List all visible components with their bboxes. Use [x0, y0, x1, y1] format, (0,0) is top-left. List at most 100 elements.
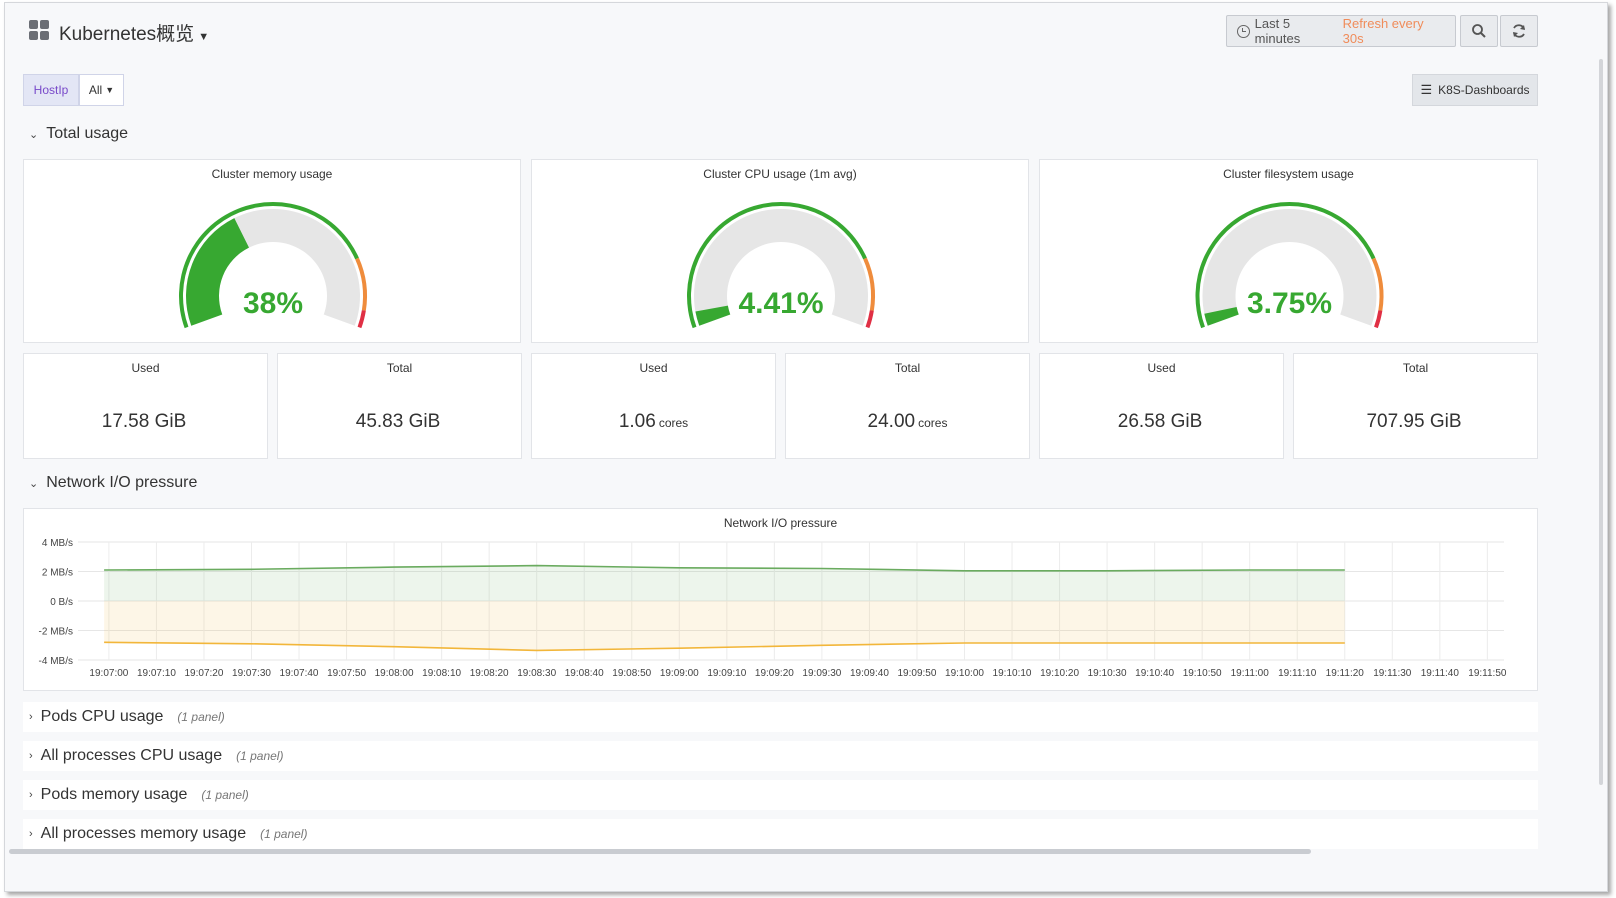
stat-value: 26.58 GiB	[1117, 411, 1203, 432]
x-tick-label: 19:10:50	[1183, 668, 1222, 679]
x-tick-label: 19:09:30	[802, 668, 841, 679]
panel-title: Total	[894, 361, 921, 375]
row-network-io[interactable]: ⌄ Network I/O pressure	[29, 474, 197, 492]
horizontal-scrollbar[interactable]	[9, 849, 1311, 854]
y-tick-label: -2 MB/s	[39, 627, 73, 638]
dashboard-links-button[interactable]: ☰ K8S-Dashboards	[1412, 74, 1538, 106]
network-io-chart-panel: Network I/O pressure 4 MB/s 2 MB/s 0 B/s -2…	[23, 508, 1538, 691]
x-tick-label: 19:10:40	[1135, 668, 1174, 679]
time-range-label: Last 5 minutes	[1254, 16, 1301, 46]
gauge-threshold-red	[357, 310, 366, 329]
stat-panel-cpu-used: Used 1.06 cores	[531, 353, 776, 459]
panel-title: Total	[386, 361, 413, 375]
gauge-value-arc	[1204, 306, 1239, 326]
y-tick-label: -4 MB/s	[39, 656, 73, 667]
y-tick-label: 4 MB/s	[42, 538, 73, 549]
gauge-track	[1202, 209, 1377, 326]
clock-icon	[1237, 24, 1250, 38]
gauge-value-text: 4.41%	[738, 287, 823, 320]
caret-down-icon: ▼	[105, 85, 115, 95]
y-tick-label: 2 MB/s	[42, 568, 73, 579]
row-all-processes-memory-usage[interactable]: › All processes memory usage (1 panel)	[23, 819, 1538, 849]
gauge-track	[694, 209, 868, 326]
x-tick-label: 19:07:30	[232, 668, 271, 679]
x-tick-label: 19:08:10	[422, 668, 461, 679]
stat-value: 45.83 GiB	[355, 411, 441, 432]
gauge-value-text: 3.75%	[1247, 287, 1332, 320]
y-tick-label: 0 B/s	[50, 597, 73, 608]
gauge-value-arc	[185, 218, 249, 326]
row-total-usage[interactable]: ⌄ Total usage	[29, 125, 128, 143]
panel-title: Used	[1147, 361, 1176, 375]
panel-title: Used	[639, 361, 668, 375]
x-tick-label: 19:07:10	[137, 668, 176, 679]
x-tick-label: 19:11:40	[1421, 668, 1460, 679]
variable-select-hostip[interactable]: All ▼	[79, 74, 124, 106]
stat-value: 17.58 GiB	[101, 411, 187, 432]
vertical-scrollbar[interactable]	[1599, 59, 1603, 785]
x-tick-label: 19:08:50	[612, 668, 651, 679]
x-tick-label: 19:11:50	[1468, 668, 1507, 679]
panel-title: Total	[1402, 361, 1429, 375]
stat-panel-memory-used: Used 17.58 GiB	[23, 353, 268, 459]
chart-title: Network I/O pressure	[723, 516, 838, 530]
zoom-out-button[interactable]	[1460, 15, 1498, 47]
refresh-button[interactable]	[1500, 15, 1538, 47]
chevron-down-icon: ⌄	[29, 477, 39, 490]
gauge-panel-cpu: Cluster CPU usage (1m avg) 4.41%	[531, 159, 1029, 343]
stat-value: 707.95 GiB	[1366, 411, 1462, 432]
menu-icon: ☰	[1420, 82, 1433, 97]
gauge-threshold-orange	[863, 257, 875, 311]
row-title: Network I/O pressure	[46, 474, 198, 491]
series-area	[104, 565, 1345, 601]
network-io-chart: 4 MB/s 2 MB/s 0 B/s -2 MB/s -4 MB/s 19:07:00 1…	[39, 538, 1507, 679]
gauge-threshold-orange	[1371, 257, 1384, 311]
row-all-processes-cpu-usage[interactable]: › All processes CPU usage (1 panel)	[23, 741, 1538, 771]
row-pods-cpu-usage[interactable]: › Pods CPU usage (1 panel)	[23, 702, 1538, 732]
dashboard-title-picker[interactable]: Kubernetes概览 ▼	[59, 19, 209, 46]
series-area	[104, 601, 1345, 651]
gauge-threshold-red	[1374, 310, 1383, 329]
x-tick-label: 19:09:40	[850, 668, 889, 679]
stat-panel-filesystem-total: Total 707.95 GiB	[1293, 353, 1538, 459]
row-title: Pods memory usage	[40, 786, 188, 803]
x-tick-label: 19:08:20	[470, 668, 509, 679]
chevron-right-icon: ›	[29, 828, 33, 840]
x-tick-label: 19:09:10	[707, 668, 746, 679]
x-tick-label: 19:08:30	[517, 668, 556, 679]
dashboard-title: Kubernetes概览	[59, 24, 195, 45]
variable-value: All	[88, 83, 103, 97]
row-pods-memory-usage[interactable]: › Pods memory usage (1 panel)	[23, 780, 1538, 810]
x-tick-label: 19:10:30	[1088, 668, 1127, 679]
gauge-cpu: 4.41%	[687, 202, 875, 329]
x-tick-label: 19:08:40	[565, 668, 604, 679]
gauge-value-arc	[695, 305, 731, 326]
x-tick-label: 19:10:20	[1040, 668, 1079, 679]
series-line	[104, 641, 1345, 652]
stat-value: 24.00 cores	[867, 411, 948, 432]
x-tick-label: 19:10:00	[945, 668, 984, 679]
x-tick-label: 19:11:20	[1326, 668, 1365, 679]
dashboard-grid-icon[interactable]	[29, 20, 49, 40]
gauge-value-text: 38%	[243, 287, 303, 320]
chevron-right-icon: ›	[29, 750, 33, 762]
x-tick-label: 19:07:00	[89, 668, 128, 679]
gauge-panel-memory: Cluster memory usage 38%	[23, 159, 521, 343]
chevron-right-icon: ›	[29, 711, 33, 723]
x-tick-label: 19:09:20	[755, 668, 794, 679]
x-tick-label: 19:09:00	[660, 668, 699, 679]
panel-title: Used	[131, 361, 160, 375]
variable-label-hostip: HostIp	[23, 74, 79, 106]
row-panel-count: (1 panel)	[260, 827, 308, 841]
chevron-down-icon: ⌄	[29, 128, 39, 141]
x-tick-label: 19:11:00	[1231, 668, 1270, 679]
refresh-interval-label: Refresh every 30s	[1342, 16, 1424, 46]
x-tick-label: 19:09:50	[897, 668, 936, 679]
gauge-memory: 38%	[179, 202, 367, 329]
panel-title: Cluster filesystem usage	[1223, 167, 1354, 181]
x-tick-label: 19:11:10	[1278, 668, 1317, 679]
dashboard-window: Kubernetes概览 ▼ Last 5 minutes Refresh eve…	[4, 2, 1608, 892]
time-range-picker[interactable]: Last 5 minutes Refresh every 30s	[1226, 15, 1456, 47]
refresh-icon	[1513, 24, 1525, 38]
dashboard-links-label: K8S-Dashboards	[1438, 83, 1530, 97]
